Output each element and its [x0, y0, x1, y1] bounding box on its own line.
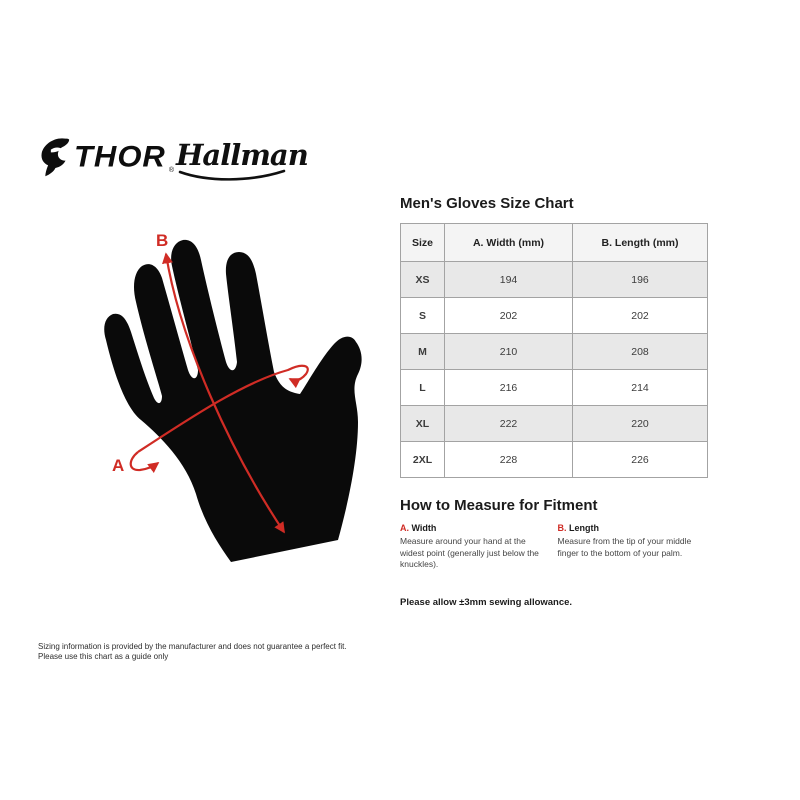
table-row: XS 194 196 — [400, 261, 708, 298]
thor-logo: THOR ® — [38, 136, 174, 178]
cell-length: 202 — [572, 297, 708, 334]
cell-width: 228 — [444, 441, 573, 478]
table-row: 2XL 228 226 — [400, 441, 708, 478]
disclaimer-line1: Sizing information is provided by the ma… — [38, 642, 347, 651]
width-measure-line — [137, 364, 309, 453]
cell-size: L — [400, 369, 445, 406]
measure-columns: A. Width Measure around your hand at the… — [400, 523, 707, 571]
measure-length-name: Length — [569, 523, 600, 533]
registered-mark: ® — [168, 167, 174, 174]
glove-silhouette — [104, 239, 362, 562]
table-row: S 202 202 — [400, 297, 708, 334]
cell-length: 196 — [572, 261, 708, 298]
cell-width: 202 — [444, 297, 573, 334]
table-header-row: Size A. Width (mm) B. Length (mm) — [400, 223, 708, 262]
cell-length: 214 — [572, 369, 708, 406]
measure-length-text: Measure from the tip of your middle fing… — [557, 536, 692, 558]
cell-size: XL — [400, 405, 445, 442]
cell-width: 216 — [444, 369, 573, 406]
measure-width-name: Width — [411, 523, 437, 533]
length-measure-line — [162, 252, 285, 534]
label-b: B — [156, 231, 168, 250]
cell-length: 208 — [572, 333, 708, 370]
col-header-length: B. Length (mm) — [572, 223, 708, 262]
col-header-size: Size — [400, 223, 445, 262]
table-row: L 216 214 — [400, 369, 708, 406]
disclaimer-line2: Please use this chart as a guide only — [38, 652, 169, 661]
measure-width-prefix: A. — [400, 523, 409, 533]
thor-wordmark: THOR — [74, 139, 166, 174]
col-header-width: A. Width (mm) — [444, 223, 573, 262]
cell-width: 194 — [444, 261, 573, 298]
thor-helmet-icon — [41, 138, 70, 177]
cell-width: 222 — [444, 405, 573, 442]
glove-measurement-diagram: B A — [104, 231, 362, 562]
hallman-wordmark: Hallman — [176, 138, 309, 172]
measure-length-label: B. Length — [558, 523, 708, 533]
cell-size: XS — [400, 261, 445, 298]
size-chart-panel: Men's Gloves Size Chart Size A. Width (m… — [400, 195, 708, 608]
measure-width-text: Measure around your hand at the widest p… — [400, 536, 539, 569]
cell-size: S — [400, 297, 445, 334]
measure-width-label: A. Width — [400, 523, 550, 533]
width-measure-curl — [129, 451, 160, 474]
measure-length-block: B. Length Measure from the tip of your m… — [558, 523, 708, 571]
label-a: A — [112, 456, 124, 475]
measure-width-block: A. Width Measure around your hand at the… — [400, 523, 550, 571]
measure-length-prefix: B. — [557, 523, 567, 533]
size-chart-table: Size A. Width (mm) B. Length (mm) XS 194… — [400, 223, 708, 478]
cell-size: 2XL — [400, 441, 445, 478]
cell-width: 210 — [444, 333, 573, 370]
hallman-swash — [178, 169, 286, 181]
sewing-allowance-note: Please allow ±3mm sewing allowance. — [400, 596, 573, 608]
table-row: XL 222 220 — [400, 405, 708, 442]
cell-length: 220 — [572, 405, 708, 442]
size-chart-title: Men's Gloves Size Chart — [400, 195, 574, 212]
cell-size: M — [400, 333, 445, 370]
hallman-logo: Hallman — [176, 138, 309, 181]
disclaimer: Sizing information is provided by the ma… — [38, 642, 347, 662]
cell-length: 226 — [572, 441, 708, 478]
table-row: M 210 208 — [400, 333, 708, 370]
measure-section-title: How to Measure for Fitment — [400, 497, 598, 514]
